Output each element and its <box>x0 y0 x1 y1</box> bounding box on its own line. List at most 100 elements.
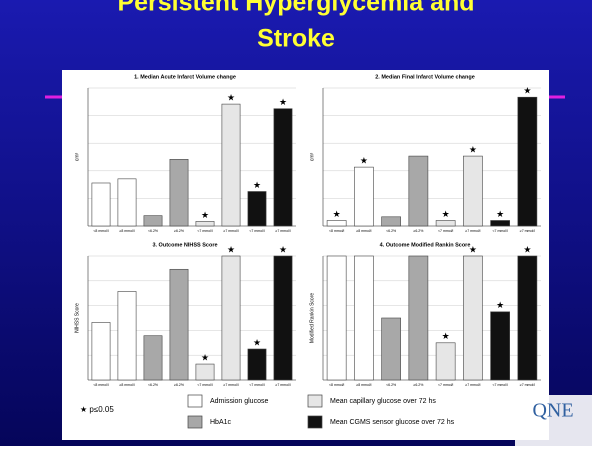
significance-star: ★ <box>442 209 450 219</box>
significance-star: ★ <box>360 155 368 165</box>
x-tick-label: ≥7 mmol/l <box>223 383 238 387</box>
legend-swatch <box>307 415 323 429</box>
significance-star: ★ <box>469 144 477 154</box>
legend: ★ p≤0.05 Admission glucose HbA1c Mean capil… <box>80 394 455 429</box>
bar <box>169 268 189 381</box>
x-tick-label: ≥6.2% <box>174 383 184 387</box>
significance-star: ★ <box>201 210 209 220</box>
x-tick-label: <8 mmol/l <box>93 229 108 233</box>
logo: QNE <box>532 400 573 422</box>
slide-title: Stroke <box>257 25 335 53</box>
legend-label: Admission glucose <box>210 398 268 405</box>
bar <box>273 108 293 227</box>
bar <box>354 255 374 381</box>
x-tick-label: ≥7 mmol/l <box>275 383 290 387</box>
x-tick-label: ≥6.2% <box>413 383 423 387</box>
x-tick-label: ≥7 mmol/l <box>520 383 535 387</box>
significance-star: ★ <box>442 331 450 341</box>
chart-title: 1. Median Acute Infarct Volume change <box>134 74 236 80</box>
bar <box>143 215 163 227</box>
bar <box>381 216 401 227</box>
bar <box>91 322 111 381</box>
bar <box>490 220 510 227</box>
x-tick-label: ≥8 mmol/l <box>356 229 371 233</box>
bar <box>169 159 189 227</box>
significance-star: ★ <box>469 244 477 254</box>
bar <box>273 255 293 381</box>
bar <box>221 255 241 381</box>
x-tick-label: ≥7 mmol/l <box>465 383 480 387</box>
x-tick-label: ≥7 mmol/l <box>275 229 290 233</box>
significance-star: ★ <box>253 180 261 190</box>
x-tick-label: <6.2% <box>386 229 396 233</box>
bar <box>435 220 456 227</box>
significance-star: ★ <box>253 337 261 347</box>
bar <box>143 335 163 381</box>
bar <box>381 317 401 381</box>
legend-swatch <box>187 394 203 408</box>
bar <box>463 255 483 381</box>
bar <box>435 342 456 381</box>
bar <box>490 311 510 381</box>
chart-title: 4. Outcome Modified Rankin Score <box>380 242 471 248</box>
bar <box>326 255 347 381</box>
bar <box>195 221 215 227</box>
legend-label: Mean CGMS sensor glucose over 72 hs <box>330 419 455 426</box>
significance-star: ★ <box>201 352 209 362</box>
x-tick-label: ≥6.2% <box>174 229 184 233</box>
bar <box>517 96 538 227</box>
x-tick-label: <7 mmol/l <box>197 383 212 387</box>
slide-title: Persistent Hyperglycemia and <box>117 0 474 17</box>
x-tick-label: ≥8 mmol/l <box>119 229 134 233</box>
bar <box>91 182 111 227</box>
legend-swatch <box>187 415 203 429</box>
significance-star: ★ <box>333 209 341 219</box>
x-tick-label: <7 mmol/l <box>438 229 453 233</box>
significance-star: ★ <box>523 244 531 254</box>
significance-star: ★ <box>279 97 287 107</box>
bar <box>247 348 267 381</box>
x-tick-label: ≥7 mmol/l <box>520 229 535 233</box>
chart-title: 2. Median Final Infarct Volume change <box>375 74 475 80</box>
legend-label: Mean capillary glucose over 72 hs <box>330 398 436 405</box>
x-tick-label: <7 mmol/l <box>492 229 507 233</box>
x-tick-label: <6.2% <box>148 229 158 233</box>
x-tick-label: ≥8 mmol/l <box>356 383 371 387</box>
x-tick-label: <8 mmol/l <box>329 383 344 387</box>
x-tick-label: <7 mmol/l <box>249 383 264 387</box>
chart-title: 3. Outcome NIHSS Score <box>152 242 217 248</box>
x-tick-label: <7 mmol/l <box>197 229 212 233</box>
y-axis-label: NIHSS Score <box>74 303 80 333</box>
bar <box>517 255 538 381</box>
logo-box <box>515 395 592 446</box>
x-tick-label: ≥8 mmol/l <box>119 383 134 387</box>
significance-star: ★ <box>523 86 531 96</box>
bar <box>463 155 483 227</box>
legend-label: HbA1c <box>210 419 232 426</box>
bar <box>221 103 241 227</box>
bar <box>117 291 137 381</box>
x-tick-label: <8 mmol/l <box>93 383 108 387</box>
x-tick-label: ≥7 mmol/l <box>223 229 238 233</box>
significance-star: ★ <box>227 92 235 102</box>
y-axis-label: Modified Rankin Score <box>309 293 315 344</box>
x-tick-label: <7 mmol/l <box>249 229 264 233</box>
bar <box>247 191 267 227</box>
significance-star: ★ <box>227 244 235 254</box>
x-tick-label: <6.2% <box>148 383 158 387</box>
x-tick-label: <6.2% <box>386 383 396 387</box>
charts: 1. Median Acute Infarct Volume change cm³… <box>74 74 541 387</box>
y-axis-label: cm³ <box>74 153 80 162</box>
bar <box>195 363 215 381</box>
significance-star: ★ <box>496 300 504 310</box>
bar <box>354 166 374 227</box>
significance-star: ★ <box>496 209 504 219</box>
legend-swatch <box>307 394 323 408</box>
x-tick-label: <8 mmol/l <box>329 229 344 233</box>
x-tick-label: <7 mmol/l <box>492 383 507 387</box>
x-tick-label: ≥7 mmol/l <box>465 229 480 233</box>
bar <box>117 178 137 227</box>
y-axis-label: cm³ <box>309 153 315 162</box>
significance-star: ★ <box>279 244 287 254</box>
